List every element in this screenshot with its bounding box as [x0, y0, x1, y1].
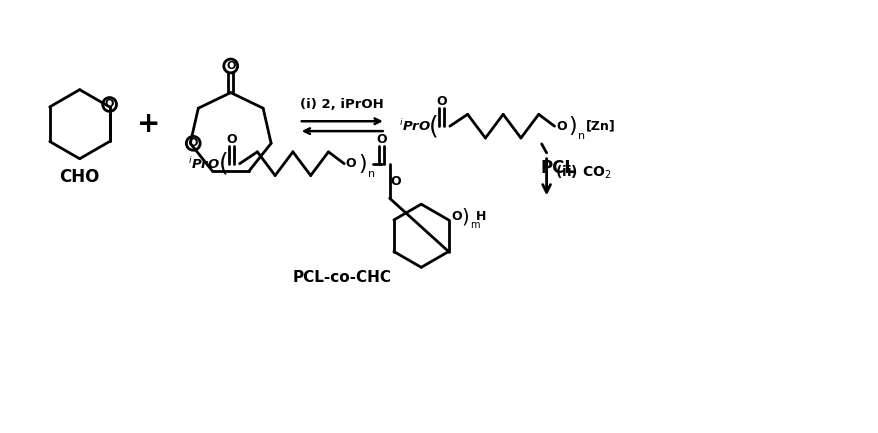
Text: (: ( — [428, 114, 438, 138]
Text: [Zn]: [Zn] — [586, 120, 615, 132]
Text: CHO: CHO — [60, 168, 100, 185]
Text: $^i$PrO: $^i$PrO — [188, 156, 220, 171]
Text: +: + — [137, 110, 161, 138]
Text: $^i$PrO: $^i$PrO — [398, 118, 430, 134]
Text: (: ( — [219, 152, 228, 176]
Text: PCL-co-CHC: PCL-co-CHC — [292, 270, 392, 285]
Text: ): ) — [568, 116, 576, 136]
Text: n: n — [578, 131, 585, 141]
Text: O: O — [104, 100, 114, 110]
Text: O: O — [451, 210, 462, 223]
Text: ): ) — [357, 154, 366, 174]
Text: O: O — [345, 157, 356, 170]
Text: O: O — [189, 138, 198, 148]
Text: PCL: PCL — [540, 158, 575, 177]
Text: m: m — [470, 220, 479, 230]
Text: O: O — [376, 132, 386, 145]
Text: ): ) — [461, 207, 469, 226]
Text: (i) 2, iPrOH: (i) 2, iPrOH — [300, 98, 384, 111]
Text: (ii) CO$_2$: (ii) CO$_2$ — [554, 163, 610, 181]
Text: O: O — [556, 120, 566, 132]
Text: H: H — [476, 210, 486, 223]
Text: O: O — [226, 61, 235, 71]
Text: O: O — [436, 95, 447, 108]
Text: O: O — [390, 175, 400, 188]
Text: O: O — [227, 132, 237, 145]
Text: n: n — [368, 168, 375, 178]
